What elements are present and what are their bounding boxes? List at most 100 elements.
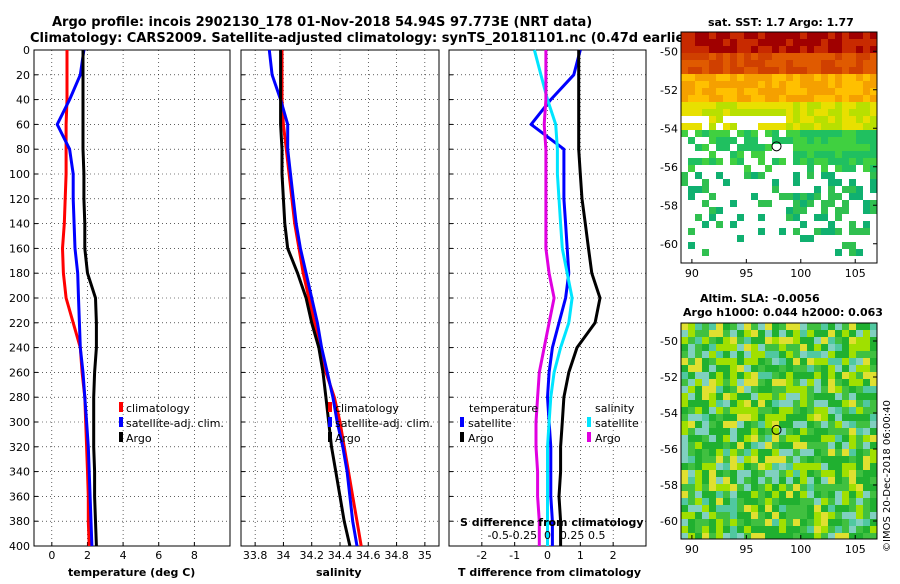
sla-cell [863,470,870,477]
sla-cell [681,400,688,407]
sst-cell [856,39,863,46]
sla-cell [835,526,842,533]
sst-cell [709,214,716,221]
sla-cell [702,449,709,456]
sla-cell [709,477,716,484]
sst-cell [786,207,793,214]
sla-cell [856,491,863,498]
sst-cell [821,88,828,95]
sst-cell [751,39,758,46]
temperature-plot-area [33,49,231,547]
sst-cell [744,130,751,137]
sla-cell [828,484,835,491]
sst-cell [688,158,695,165]
sla-cell [800,407,807,414]
sst-cell [688,32,695,39]
sla-cell [800,484,807,491]
sla-cell [800,463,807,470]
sla-cell [807,533,814,539]
sla-cell [730,512,737,519]
sst-cell [800,200,807,207]
sla-cell [723,477,730,484]
sst-cell [695,39,702,46]
sla-cell [744,526,751,533]
sla-cell [723,421,730,428]
sla-cell [835,470,842,477]
sla-cell [807,337,814,344]
sst-cell [800,158,807,165]
sla-cell [821,372,828,379]
sst-cell [821,109,828,116]
sst-cell [758,39,765,46]
sla-cell [870,498,877,505]
sla-cell [863,456,870,463]
sla-cell [737,512,744,519]
sla-cell [856,442,863,449]
sla-cell [681,386,688,393]
sla-cell [786,330,793,337]
sst-cell [856,67,863,74]
sst-cell [835,67,842,74]
sla-cell [765,428,772,435]
sla-cell [793,505,800,512]
sla-cell [723,498,730,505]
sla-cell [772,414,779,421]
map-y-tick-label: -56 [660,443,678,456]
sla-cell [681,393,688,400]
sla-cell [842,484,849,491]
sla-cell [849,379,856,386]
salinity-xlabel: salinity [316,566,362,579]
sst-cell [821,172,828,179]
sla-cell [870,463,877,470]
x-tick-label: 0 [544,549,551,562]
sst-cell [835,207,842,214]
sla-cell [828,379,835,386]
sst-cell [709,53,716,60]
sla-cell [849,421,856,428]
sst-cell [695,81,702,88]
sst-cell [800,221,807,228]
sla-cell [758,337,765,344]
sla-cell [786,337,793,344]
sla-cell [758,365,765,372]
x-tick-label: 34.4 [328,549,353,562]
sla-cell [688,484,695,491]
sst-cell [821,74,828,81]
sla-cell [800,393,807,400]
sla-cell [765,449,772,456]
sst-cell [702,81,709,88]
sla-cell [842,533,849,539]
sla-cell [702,372,709,379]
sla-cell [842,498,849,505]
sla-cell [870,477,877,484]
sst-cell [758,74,765,81]
sla-cell [681,407,688,414]
sla-cell [842,414,849,421]
sla-cell [681,477,688,484]
sla-cell [695,344,702,351]
sla-cell [779,428,786,435]
sla-cell [786,428,793,435]
sst-cell [814,46,821,53]
sla-cell [702,442,709,449]
sst-cell [835,46,842,53]
sst-cell [793,102,800,109]
sst-cell [849,137,856,144]
y-tick-label: 220 [9,317,30,330]
sst-cell [814,95,821,102]
sla-cell [695,435,702,442]
sla-cell [828,512,835,519]
sla-cell [856,449,863,456]
sla-cell [695,526,702,533]
sla-cell [800,519,807,526]
sla-cell [751,365,758,372]
sst-cell [856,144,863,151]
sla-cell [688,344,695,351]
sla-cell [800,505,807,512]
sst-cell [800,81,807,88]
sla-cell [779,358,786,365]
sst-cell [814,39,821,46]
sst-cell [856,123,863,130]
sla-cell [681,491,688,498]
sst-cell [849,249,856,256]
